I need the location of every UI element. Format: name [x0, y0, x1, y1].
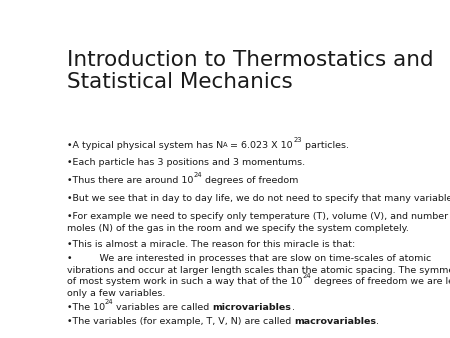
Text: •A typical physical system has N: •A typical physical system has N	[67, 141, 223, 150]
Text: .: .	[376, 317, 379, 326]
Text: 24: 24	[302, 273, 311, 279]
Text: •The 10: •The 10	[67, 304, 105, 312]
Text: •This is almost a miracle. The reason for this miracle is that:: •This is almost a miracle. The reason fo…	[67, 240, 355, 249]
Text: only a few variables.: only a few variables.	[67, 289, 165, 297]
Text: 24: 24	[193, 172, 202, 178]
Text: vibrations and occur at larger length scales than the atomic spacing. The symmet: vibrations and occur at larger length sc…	[67, 266, 450, 275]
Text: 24: 24	[105, 299, 113, 305]
Text: •The variables (for example, T, V, N) are called: •The variables (for example, T, V, N) ar…	[67, 317, 294, 326]
Text: degrees of freedom we are left with: degrees of freedom we are left with	[311, 277, 450, 286]
Text: particles.: particles.	[302, 141, 349, 150]
Text: microvariables: microvariables	[213, 304, 292, 312]
Text: •         We are interested in processes that are slow on time-scales of atomic: • We are interested in processes that ar…	[67, 255, 431, 264]
Text: variables are called: variables are called	[113, 304, 213, 312]
Text: •Each particle has 3 positions and 3 momentums.: •Each particle has 3 positions and 3 mom…	[67, 159, 305, 167]
Text: degrees of freedom: degrees of freedom	[202, 176, 298, 185]
Text: •But we see that in day to day life, we do not need to specify that many variabl: •But we see that in day to day life, we …	[67, 194, 450, 203]
Text: = 6.023 X 10: = 6.023 X 10	[227, 141, 293, 150]
Text: •Thus there are around 10: •Thus there are around 10	[67, 176, 193, 185]
Text: •For example we need to specify only temperature (T), volume (V), and number of: •For example we need to specify only tem…	[67, 212, 450, 221]
Text: of most system work in such a way that of the 10: of most system work in such a way that o…	[67, 277, 302, 286]
Text: 23: 23	[293, 137, 302, 143]
Text: macrovariables: macrovariables	[294, 317, 376, 326]
Text: A: A	[223, 142, 227, 148]
Text: .: .	[292, 304, 295, 312]
Text: moles (N) of the gas in the room and we specify the system completely.: moles (N) of the gas in the room and we …	[67, 224, 409, 233]
Text: Introduction to Thermostatics and
Statistical Mechanics: Introduction to Thermostatics and Statis…	[67, 50, 433, 92]
